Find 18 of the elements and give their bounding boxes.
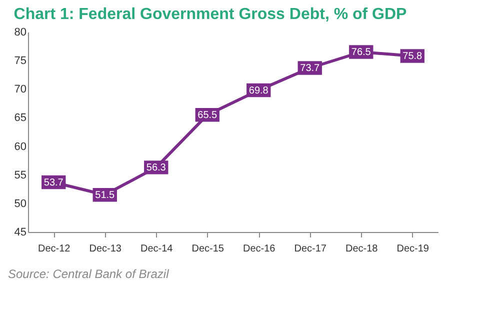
y-tick-label: 55 bbox=[14, 169, 26, 182]
x-tick-label: Dec-15 bbox=[192, 244, 224, 254]
y-tick-label: 75 bbox=[14, 55, 26, 68]
x-tick-label: Dec-17 bbox=[294, 244, 327, 254]
y-tick-label: 80 bbox=[14, 26, 26, 38]
source-note: Source: Central Bank of Brazil bbox=[8, 267, 170, 281]
x-tick-label: Dec-19 bbox=[396, 244, 430, 254]
x-tick-label: Dec-13 bbox=[89, 244, 122, 254]
x-tick-label: Dec-16 bbox=[243, 244, 276, 254]
x-tick-label: Dec-14 bbox=[140, 244, 174, 254]
y-tick-label: 50 bbox=[14, 198, 26, 210]
y-tick-label: 65 bbox=[14, 112, 26, 124]
y-tick-label: 45 bbox=[14, 226, 26, 238]
y-tick-label: 70 bbox=[14, 84, 26, 96]
y-tick-label: 60 bbox=[14, 140, 26, 153]
chart-title: Chart 1: Federal Government Gross Debt, % of GDP bbox=[14, 6, 408, 23]
x-tick-label: Dec-18 bbox=[346, 244, 378, 254]
x-tick-label: Dec-12 bbox=[38, 244, 71, 254]
